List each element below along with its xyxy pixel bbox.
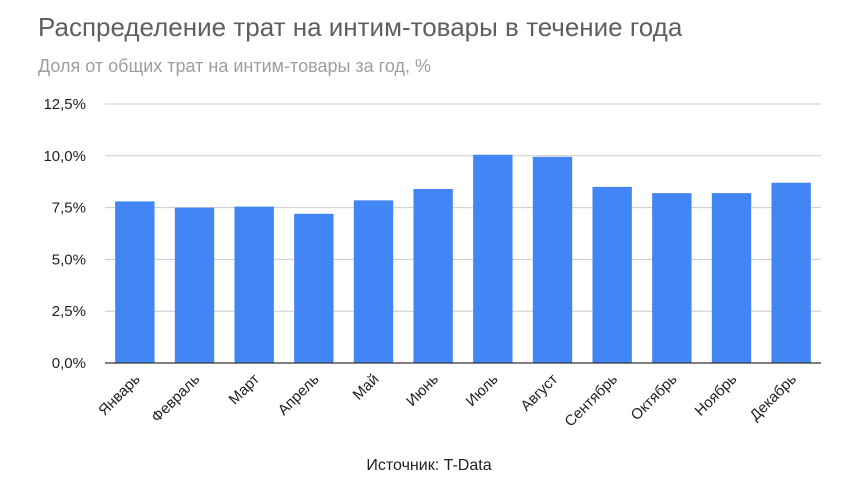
bars	[115, 154, 811, 363]
bar-7	[473, 154, 513, 363]
source-note: Источник: T-Data	[366, 457, 492, 474]
bar-8	[532, 156, 573, 363]
bar-11	[711, 193, 752, 363]
x-tick-label: Февраль	[148, 371, 203, 426]
bar-12	[771, 182, 811, 363]
bar-10	[652, 193, 692, 363]
x-tick-label: Ноябрь	[692, 371, 741, 420]
x-tick-label: Август	[517, 371, 561, 415]
chart-subtitle: Доля от общих трат на интим-товары за го…	[38, 56, 431, 76]
y-tick-label: 12,5%	[43, 96, 86, 113]
y-tick-label: 2,5%	[52, 303, 86, 320]
x-axis-ticks: Январь Февраль Март Апрель Май Июнь Июль Август…	[95, 371, 800, 431]
x-tick-label: Январь	[95, 371, 144, 420]
bar-6	[413, 188, 453, 363]
bar-3	[234, 206, 274, 363]
x-tick-label: Июнь	[403, 371, 442, 410]
gridlines	[105, 103, 821, 312]
y-tick-label: 0,0%	[52, 355, 86, 372]
x-tick-label: Март	[226, 371, 263, 408]
bar-1	[115, 201, 155, 363]
x-tick-label: Сентябрь	[561, 371, 621, 431]
x-tick-label: Апрель	[275, 371, 323, 419]
bar-2	[174, 207, 215, 363]
bar-9	[592, 186, 632, 363]
y-axis-ticks: 0,0% 2,5% 5,0% 7,5% 10,0% 12,5%	[43, 96, 86, 372]
bar-4	[294, 213, 334, 363]
y-tick-label: 5,0%	[52, 251, 86, 268]
x-tick-label: Июль	[463, 371, 502, 410]
y-tick-label: 7,5%	[52, 200, 86, 217]
bar-5	[353, 200, 394, 363]
chart-title: Распределение трат на интим-товары в теч…	[38, 12, 683, 42]
x-tick-label: Декабрь	[747, 371, 801, 425]
y-tick-label: 10,0%	[43, 148, 86, 165]
x-tick-label: Май	[350, 371, 383, 404]
x-tick-label: Октябрь	[628, 371, 681, 424]
